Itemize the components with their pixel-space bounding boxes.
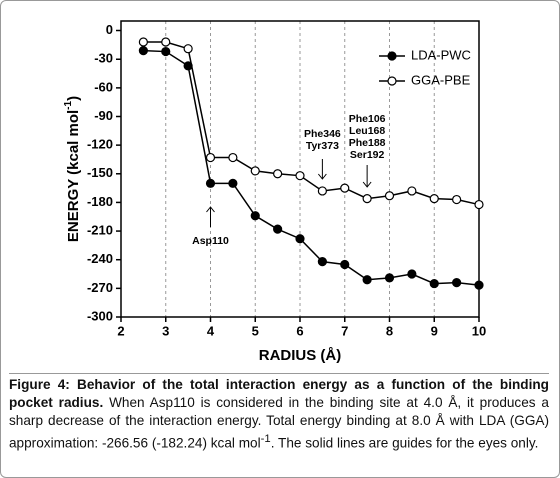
series-line — [143, 41, 480, 206]
data-point — [205, 152, 216, 163]
annotation-arrowhead — [317, 173, 327, 180]
x-tick-label: 7 — [341, 323, 348, 338]
data-point — [205, 178, 216, 188]
data-point — [407, 269, 417, 279]
data-point — [362, 194, 372, 204]
y-tick-label: -150 — [87, 165, 113, 180]
caption-sup: -1 — [260, 433, 271, 445]
x-tick-label: 10 — [472, 323, 486, 338]
chart: 2 3 4 5 6 7 8 9 10 0 -30 -60 -90 -120 -150 -180 -210 -240… — [63, 20, 486, 364]
data-point — [273, 169, 283, 179]
y-tick-label: -60 — [94, 79, 113, 94]
y-axis-label-main: ENERGY (kcal mol — [65, 110, 82, 242]
data-point — [250, 211, 260, 221]
annotation-text: Tyr373 — [306, 140, 339, 152]
annotation-text: Leu168 — [349, 125, 385, 137]
legend-marker — [387, 76, 397, 86]
legend-marker — [387, 51, 397, 61]
x-tick-label: 2 — [117, 323, 124, 338]
series-line — [143, 49, 480, 286]
y-axis-label-sup: -1 — [63, 100, 74, 109]
y-tick-label: -300 — [87, 308, 113, 323]
annotation-text: Phe188 — [349, 137, 386, 149]
y-tick-label: -240 — [87, 251, 113, 266]
y-tick-label: -120 — [87, 137, 113, 152]
data-point — [317, 257, 327, 267]
annotation-text: Asp110 — [192, 235, 229, 247]
data-point — [362, 275, 372, 285]
y-tick-label: -180 — [87, 194, 113, 209]
data-point — [429, 278, 439, 289]
x-tick-label: 6 — [296, 323, 303, 338]
data-point — [250, 166, 260, 176]
data-point — [138, 37, 148, 47]
x-tick-label: 5 — [252, 323, 259, 338]
data-point — [452, 194, 462, 205]
x-tick-label: 9 — [431, 323, 438, 338]
data-point — [161, 46, 171, 57]
data-point — [452, 278, 462, 288]
data-point — [384, 273, 395, 283]
legend-label: LDA-PWC — [411, 47, 471, 62]
y-tick-label: 0 — [106, 22, 113, 37]
legend-label: GGA-PBE — [411, 72, 471, 87]
annotation-text: Phe106 — [349, 113, 386, 125]
annotation-arrowhead — [206, 206, 215, 213]
y-axis-label: ENERGY (kcal mol-1) — [63, 96, 82, 242]
x-axis-label: RADIUS (Å) — [259, 347, 342, 364]
data-point — [295, 171, 305, 181]
x-tick-label: 8 — [386, 323, 393, 338]
data-point — [228, 152, 238, 163]
x-tick-label: 3 — [162, 323, 169, 338]
data-point — [183, 44, 193, 54]
caption-text: When Asp110 is considered in the binding… — [9, 395, 549, 451]
data-point — [295, 234, 305, 244]
y-tick-label: -210 — [87, 223, 113, 238]
data-point — [138, 45, 148, 56]
data-point — [340, 259, 350, 270]
annotation-text: Phe346 — [304, 128, 341, 140]
data-point — [474, 280, 484, 290]
x-tick-label: 4 — [207, 323, 215, 338]
y-tick-label: -30 — [94, 51, 113, 66]
data-point — [384, 191, 395, 201]
plot-frame — [120, 20, 480, 318]
caption-bold: Figure 4: Behavior of the total interact… — [9, 377, 549, 410]
data-point — [474, 199, 484, 210]
data-point — [317, 186, 327, 196]
data-point — [340, 183, 350, 193]
data-point — [228, 178, 238, 188]
y-tick-label: -270 — [87, 280, 113, 295]
caption-text-end: . The solid lines are guides for the eye… — [270, 435, 539, 451]
y-axis-label-end: ) — [65, 96, 82, 101]
data-point — [161, 37, 171, 47]
data-point — [407, 186, 417, 196]
y-tick-label: -90 — [94, 108, 113, 123]
caption: Figure 4: Behavior of the total interact… — [9, 373, 549, 453]
data-point — [273, 224, 283, 234]
data-point — [429, 194, 439, 204]
annotation-text: Ser192 — [350, 149, 385, 161]
annotation-arrowhead — [362, 181, 372, 188]
